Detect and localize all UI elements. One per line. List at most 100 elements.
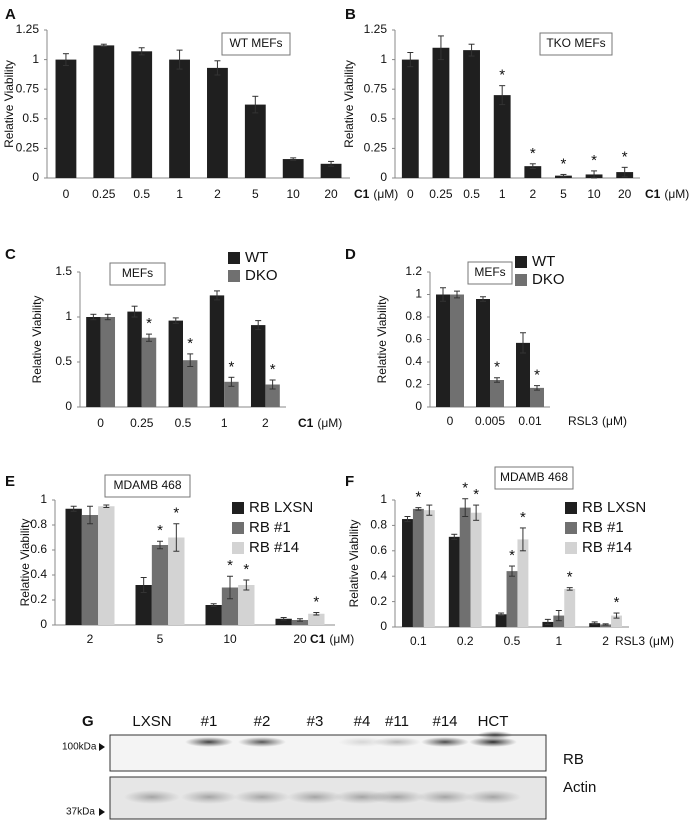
x-tick-label: 10 [223,632,237,646]
bar [141,337,157,407]
y-tick-label: 1 [380,492,387,506]
x-tick-label: 1 [221,416,228,430]
lane-label: LXSN [132,713,171,730]
x-tick-label: 0.25 [429,187,453,201]
annotation-box [494,466,574,490]
legend-swatch [228,252,240,264]
annotation-box [539,32,613,56]
x-tick-label: 0.25 [92,187,116,201]
lane-label: #3 [307,713,324,730]
significance-star: * [499,67,505,84]
rb-band [469,737,517,747]
lane-label: #11 [385,713,409,730]
x-tick-label: 0 [63,187,70,201]
x-tick-label: 20 [618,187,632,201]
annotation: WT MEFs [229,36,282,50]
bar [402,519,413,627]
bar [308,613,325,625]
y-tick-label: 1.5 [55,264,72,278]
x-tick-label: 1 [176,187,183,201]
bar [448,536,460,627]
bar [65,508,82,625]
rb-band [373,737,421,747]
y-tick-label: 0 [380,619,387,633]
panel-letter: B [345,6,356,23]
legend-label: RB LXSN [582,499,646,516]
x-tick-label: 0.01 [518,414,542,428]
bar [250,325,266,407]
bar [205,605,222,625]
y-tick-label: 1 [380,52,387,66]
y-tick-label: 0.5 [55,354,72,368]
legend-swatch [565,502,577,514]
bar [131,51,153,179]
x-tick-label: 5 [157,632,164,646]
significance-star: * [520,509,526,526]
bar [221,587,239,625]
legend-label: DKO [245,267,278,284]
x-axis-label: C1 (μM) [298,416,342,430]
annotation-box [221,32,291,56]
bar [238,585,255,625]
bar [224,381,239,407]
y-tick-label: 0.6 [405,332,422,346]
significance-star: * [270,361,276,378]
annotation: MDAMB 468 [500,470,568,484]
x-axis-label: C1 (μM) [354,187,398,201]
x-axis-name: C1 [298,416,314,430]
y-tick-label: 1.25 [16,22,40,36]
rb-band [238,737,286,747]
bar [412,508,424,627]
y-tick-label: 0.8 [30,517,47,531]
x-tick-label: 0.1 [410,634,427,648]
legend-swatch [515,274,527,286]
legend-label: RB #1 [249,519,291,536]
x-axis-unit: (μM) [329,632,354,646]
bar [553,615,565,627]
actin-band [287,790,343,804]
bar [459,507,471,627]
y-axis-label: Relative Viability [347,520,361,608]
actin-band [417,790,473,804]
x-axis-name: C1 [645,187,661,201]
x-tick-label: 1 [555,634,562,648]
lane-label: HCT [478,713,509,730]
bar [244,104,266,178]
x-tick-label: 5 [252,187,259,201]
panel-letter: G [82,713,94,730]
bar [98,506,115,625]
x-axis-unit: (μM) [602,414,627,428]
x-tick-label: 10 [587,187,601,201]
legend-label: RB #14 [249,539,299,556]
bar [81,515,99,625]
bar [169,59,190,178]
x-axis-label: RSL3 (μM) [568,414,627,428]
marker-arrow [99,808,105,816]
band-label: RB [563,751,584,768]
x-tick-label: 0 [447,414,454,428]
panel-letter: C [5,246,16,263]
y-tick-label: 0 [380,170,387,184]
x-tick-label: 0.005 [475,414,505,428]
x-tick-label: 0.2 [457,634,474,648]
legend-swatch [565,522,577,534]
bar [524,166,542,178]
y-tick-label: 1.2 [405,264,422,278]
bar [470,512,482,627]
annotation-box [104,474,191,498]
bar [168,320,183,407]
bar [282,159,304,178]
significance-star: * [227,557,233,574]
panel-letter: D [345,246,356,263]
x-axis-label: C1 (μM) [310,632,354,646]
y-tick-label: 0.6 [30,542,47,556]
legend-swatch [565,542,577,554]
x-tick-label: 10 [287,187,301,201]
y-tick-label: 0.75 [16,81,40,95]
bar [476,299,490,407]
annotation: MEFs [474,265,505,279]
bar [516,342,530,407]
bar [100,317,116,407]
bar [291,620,309,625]
lane-label: #4 [354,713,371,730]
